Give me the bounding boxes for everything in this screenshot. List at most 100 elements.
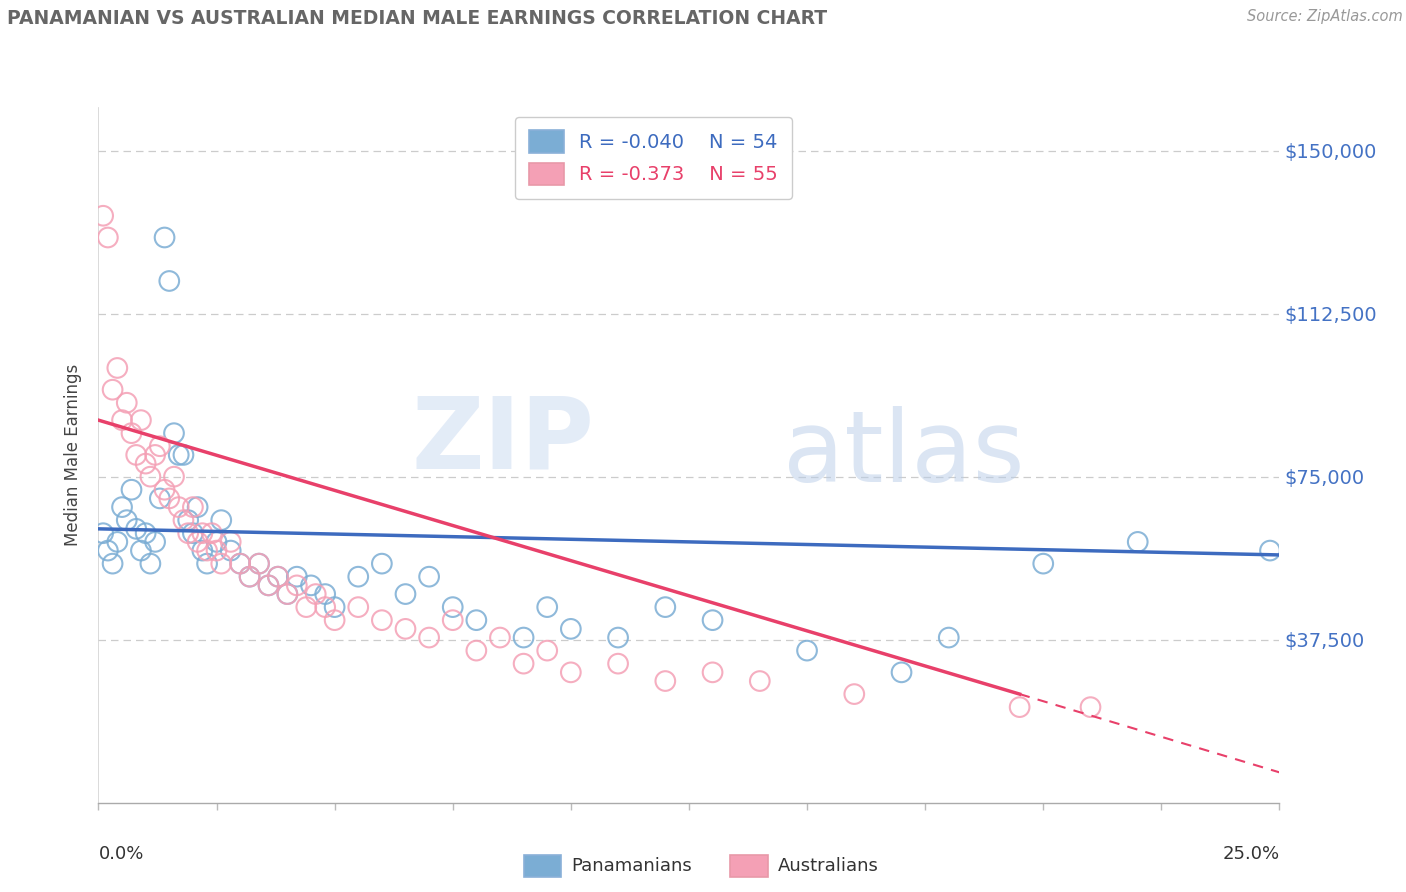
Point <box>195 543 218 558</box>
Point <box>143 535 166 549</box>
Point <box>187 535 209 549</box>
Point <box>205 543 228 558</box>
Point <box>276 587 298 601</box>
Point <box>285 570 308 584</box>
Point <box>167 500 190 514</box>
Point <box>1126 535 1149 549</box>
Point <box>163 426 186 441</box>
Point <box>177 526 200 541</box>
Point <box>247 557 270 571</box>
Point <box>299 578 322 592</box>
Point <box>890 665 912 680</box>
Point <box>209 513 232 527</box>
FancyBboxPatch shape <box>730 855 768 877</box>
Point <box>101 557 124 571</box>
Point <box>267 570 290 584</box>
Point <box>844 687 866 701</box>
Point <box>181 500 204 514</box>
Point <box>101 383 124 397</box>
Point <box>115 396 138 410</box>
Point <box>1258 543 1281 558</box>
Point <box>105 361 128 376</box>
Point <box>654 674 676 689</box>
Point <box>129 543 152 558</box>
Point <box>172 513 194 527</box>
Point <box>135 526 157 541</box>
Point <box>177 513 200 527</box>
Point <box>91 209 114 223</box>
Point <box>371 557 394 571</box>
Point <box>149 439 172 453</box>
Point <box>247 557 270 571</box>
Point <box>394 622 416 636</box>
Point <box>347 570 370 584</box>
Point <box>314 587 336 601</box>
Point <box>1080 700 1102 714</box>
Point <box>512 631 534 645</box>
Point <box>702 613 724 627</box>
Point <box>121 426 143 441</box>
Point <box>153 230 176 244</box>
Point <box>139 557 162 571</box>
Text: Source: ZipAtlas.com: Source: ZipAtlas.com <box>1247 9 1403 24</box>
Point <box>125 522 148 536</box>
Point <box>418 570 440 584</box>
Point <box>257 578 280 592</box>
Point <box>1032 557 1054 571</box>
Point <box>654 600 676 615</box>
Point <box>323 600 346 615</box>
Point <box>187 500 209 514</box>
Point <box>702 665 724 680</box>
Point <box>748 674 770 689</box>
Point <box>201 526 224 541</box>
Y-axis label: Median Male Earnings: Median Male Earnings <box>65 364 83 546</box>
Point <box>938 631 960 645</box>
FancyBboxPatch shape <box>523 855 561 877</box>
Point <box>607 657 630 671</box>
Point <box>465 613 488 627</box>
Point <box>91 526 114 541</box>
Text: Australians: Australians <box>778 857 879 875</box>
Point <box>239 570 262 584</box>
Point <box>149 491 172 506</box>
Point <box>418 631 440 645</box>
Text: Panamanians: Panamanians <box>571 857 692 875</box>
Text: atlas: atlas <box>783 407 1025 503</box>
Point <box>441 613 464 627</box>
Text: PANAMANIAN VS AUSTRALIAN MEDIAN MALE EARNINGS CORRELATION CHART: PANAMANIAN VS AUSTRALIAN MEDIAN MALE EAR… <box>7 9 827 28</box>
Point <box>129 413 152 427</box>
Point <box>305 587 328 601</box>
Point <box>139 469 162 483</box>
Legend: R = -0.040    N = 54, R = -0.373    N = 55: R = -0.040 N = 54, R = -0.373 N = 55 <box>515 117 792 199</box>
Point <box>163 469 186 483</box>
Point <box>181 526 204 541</box>
Point <box>394 587 416 601</box>
Point <box>191 543 214 558</box>
Point <box>229 557 252 571</box>
Point <box>115 513 138 527</box>
Text: 25.0%: 25.0% <box>1222 845 1279 863</box>
Point <box>111 413 134 427</box>
Point <box>267 570 290 584</box>
Point <box>195 557 218 571</box>
Point <box>172 448 194 462</box>
Point <box>209 557 232 571</box>
Point <box>465 643 488 657</box>
Point <box>257 578 280 592</box>
Point <box>153 483 176 497</box>
Text: 0.0%: 0.0% <box>98 845 143 863</box>
Point <box>1008 700 1031 714</box>
Point <box>191 526 214 541</box>
Point <box>371 613 394 627</box>
Point <box>205 535 228 549</box>
Point <box>219 543 242 558</box>
Point <box>536 643 558 657</box>
Point <box>143 448 166 462</box>
Point <box>97 543 120 558</box>
Point <box>441 600 464 615</box>
Point <box>135 457 157 471</box>
Point <box>512 657 534 671</box>
Point <box>314 600 336 615</box>
Point <box>219 535 242 549</box>
Point <box>229 557 252 571</box>
